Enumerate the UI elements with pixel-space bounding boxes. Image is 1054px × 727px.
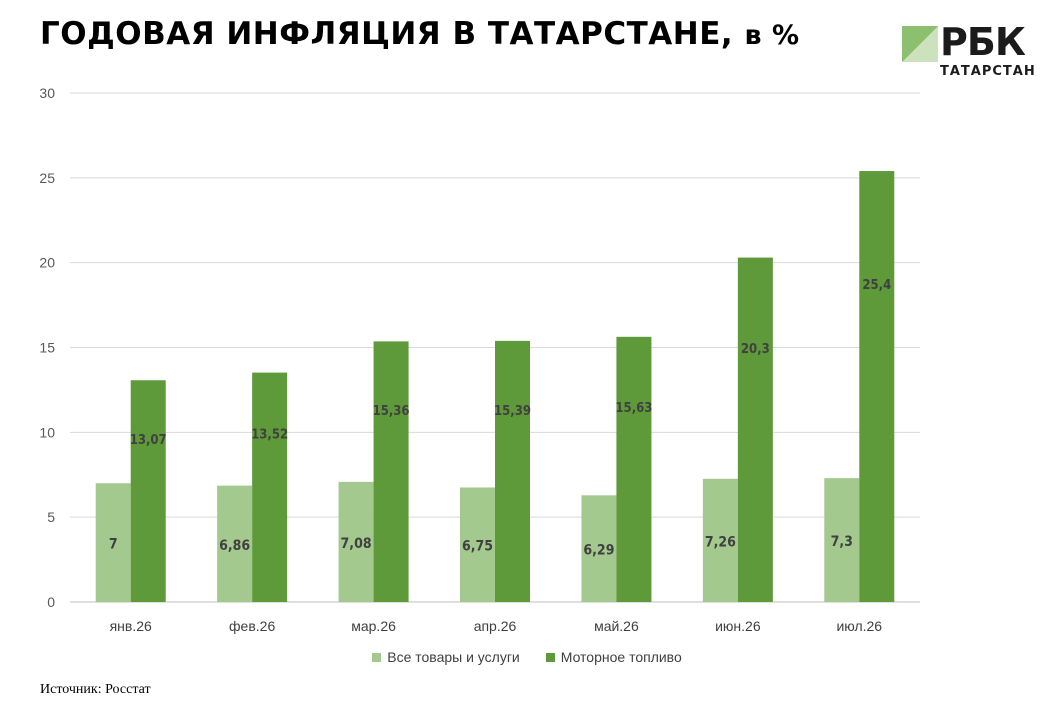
x-axis-ticks: янв.26 фев.26 мар.26 апр.26 май.26 июн.26 июл.… <box>110 618 883 634</box>
y-tick-label: 20 <box>39 255 55 271</box>
data-label-series-2: 15,63 <box>615 401 652 416</box>
data-label-series-2: 20,3 <box>741 342 770 357</box>
bar-series-2 <box>859 171 895 602</box>
data-labels: 7 13,07 6,86 13,52 7,08 15,36 6,75 15,39 6,29 15,… <box>109 278 891 559</box>
x-tick-label: июл.26 <box>836 618 882 634</box>
logo-mark-icon <box>902 26 938 62</box>
bar-series-1 <box>338 481 374 602</box>
data-label-series-2: 13,07 <box>130 433 167 448</box>
legend-swatch-series-1 <box>372 652 382 662</box>
bar-series-1 <box>95 483 131 602</box>
y-tick-label: 5 <box>47 509 55 525</box>
chart-legend: Все товары и услуги Моторное топливо <box>0 649 1054 665</box>
legend-label-series-1: Все товары и услуги <box>387 649 520 665</box>
data-label-series-2: 13,52 <box>251 427 288 442</box>
bar-series-2 <box>737 257 773 602</box>
bar-series-2 <box>495 340 530 602</box>
x-tick-label: май.26 <box>594 618 639 634</box>
bar-series-1 <box>217 485 253 602</box>
source-note: Источник: Росстат <box>40 682 151 697</box>
chart-title-unit: в % <box>744 20 800 51</box>
y-tick-label: 15 <box>39 340 55 356</box>
y-axis-ticks: 0 5 10 15 20 25 30 <box>39 85 55 610</box>
x-tick-label: июн.26 <box>715 618 761 634</box>
legend-item-series-2: Моторное топливо <box>545 649 682 665</box>
data-label-series-2: 15,39 <box>494 404 531 419</box>
data-label-series-2: 25,4 <box>862 278 891 293</box>
data-label-series-1: 6,86 <box>219 538 250 554</box>
y-tick-label: 0 <box>47 594 55 610</box>
bar-series-2 <box>252 372 288 602</box>
legend-label-series-2: Моторное топливо <box>560 649 682 665</box>
y-tick-label: 10 <box>39 424 55 440</box>
data-label-series-1: 7,26 <box>705 534 736 550</box>
bar-series-1 <box>460 487 495 602</box>
data-label-series-1: 7,3 <box>831 534 853 550</box>
bar-series-1 <box>824 478 860 602</box>
grid-lines <box>70 92 920 603</box>
data-label-series-1: 6,29 <box>583 543 614 559</box>
bar-series-2 <box>373 341 409 602</box>
x-tick-label: фев.26 <box>229 618 275 634</box>
x-tick-label: янв.26 <box>110 618 152 634</box>
data-label-series-1: 7 <box>109 537 118 553</box>
chart-title: ГОДОВАЯ ИНФЛЯЦИЯ В ТАТАРСТАНЕ, в % <box>40 16 800 52</box>
x-tick-label: апр.26 <box>474 618 517 634</box>
bar-series-1 <box>581 495 617 602</box>
legend-swatch-series-2 <box>545 652 555 662</box>
bar-series-1 <box>702 478 738 602</box>
data-label-series-1: 7,08 <box>341 536 372 552</box>
logo-region: ТАТАРСТАН <box>940 64 1036 79</box>
bars <box>95 171 895 602</box>
x-tick-label: мар.26 <box>351 618 396 634</box>
y-tick-label: 30 <box>39 85 55 101</box>
logo-name: РБК <box>940 20 1026 64</box>
bar-series-2 <box>616 336 652 602</box>
y-tick-label: 25 <box>39 170 55 186</box>
bar-series-2 <box>130 380 166 602</box>
legend-item-series-1: Все товары и услуги <box>372 649 520 665</box>
chart-title-text: ГОДОВАЯ ИНФЛЯЦИЯ В ТАТАРСТАНЕ, <box>40 16 734 52</box>
rbc-logo: РБК ТАТАРСТАН <box>902 20 1038 82</box>
data-label-series-1: 6,75 <box>462 539 493 555</box>
data-label-series-2: 15,36 <box>373 404 410 419</box>
